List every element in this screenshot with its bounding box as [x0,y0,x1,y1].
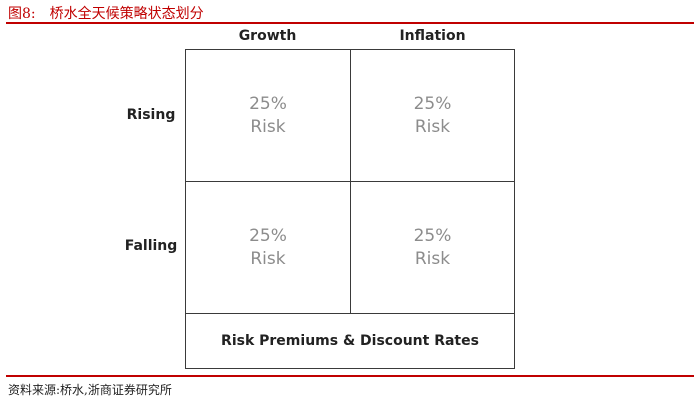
title-divider [6,22,694,24]
row-header-falling: Falling [124,238,178,254]
cell-label: Risk [414,248,451,269]
column-header-inflation: Inflation [399,28,466,44]
figure-title-text: 桥水全天候策略状态划分 [49,6,204,22]
cell-label: Risk [250,116,286,137]
column-header-growth: Growth [238,28,297,44]
risk-premiums-box: Risk Premiums & Discount Rates [185,313,515,369]
cell-label: Risk [414,116,451,137]
cell-growth-falling: 25% Risk [185,181,351,314]
figure-number: 图8: [8,6,36,22]
figure-title: 图8: 桥水全天候策略状态划分 [8,3,204,23]
cell-inflation-falling: 25% Risk [350,181,515,314]
row-header-rising: Rising [126,107,176,123]
cell-growth-rising: 25% Risk [185,49,351,182]
cell-percent: 25% [413,93,452,114]
cell-inflation-rising: 25% Risk [350,49,515,182]
cell-label: Risk [250,248,286,269]
source-divider [6,375,694,377]
source-note: 资料来源:桥水,浙商证券研究所 [8,383,172,397]
cell-percent: 25% [413,225,452,246]
cell-percent: 25% [249,93,287,114]
cell-percent: 25% [249,225,287,246]
